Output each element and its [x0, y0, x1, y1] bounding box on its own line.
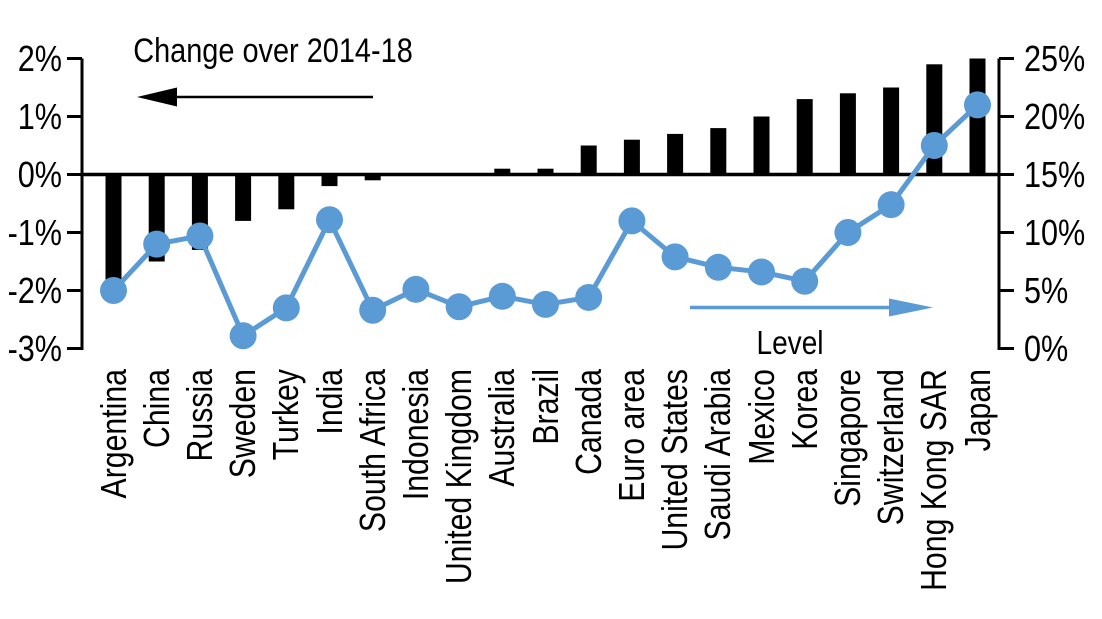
level-point [791, 267, 819, 295]
left-axis-tick-label: 0% [17, 153, 62, 195]
x-axis-category-label: United Kingdom [438, 369, 480, 585]
level-point [272, 294, 300, 322]
x-axis-category-label: Switzerland [870, 369, 912, 526]
level-point [359, 296, 387, 324]
x-axis-category-label: United States [654, 369, 696, 551]
x-axis-category-label: Australia [481, 369, 523, 487]
left-axis-tick-label: -2% [7, 269, 62, 311]
left-axis-tick-label: 2% [17, 37, 62, 79]
level-series-annotation: Level [756, 324, 824, 361]
level-point [575, 283, 603, 311]
x-axis-category-label: South Africa [351, 369, 393, 533]
x-axis-category-label: Japan [956, 369, 998, 452]
right-axis-tick-label: 15% [1024, 153, 1086, 195]
level-point [488, 282, 516, 310]
x-axis-category-label: China [135, 369, 177, 449]
level-point [402, 275, 430, 303]
x-axis-category-label: Argentina [92, 369, 134, 499]
right-axis-tick-label: 25% [1024, 37, 1086, 79]
level-point [316, 206, 343, 234]
change-bar [839, 93, 856, 175]
x-axis-category-label: Saudi Arabia [697, 369, 739, 541]
x-axis-category-label: Mexico [740, 369, 782, 465]
left-axis-tick-label: 1% [17, 95, 62, 137]
level-point [834, 219, 862, 246]
right-axis-tick-label: 5% [1024, 269, 1069, 311]
level-point [704, 253, 732, 281]
level-arrow-head [889, 298, 933, 317]
level-point [100, 277, 127, 304]
level-point [964, 91, 991, 119]
x-axis-category-label: Euro area [610, 369, 652, 502]
change-bar [623, 139, 640, 175]
x-axis-category-label: Canada [567, 369, 609, 475]
change-bar [235, 174, 252, 221]
change-bar [364, 174, 381, 181]
change-arrow-head [137, 87, 177, 107]
level-point [748, 258, 775, 286]
level-point [229, 322, 257, 350]
change-bar [278, 174, 295, 210]
x-axis-category-label: Singapore [826, 369, 868, 507]
change-bar [580, 145, 597, 175]
change-bar [667, 133, 684, 175]
x-axis-category-label: Turkey [265, 369, 307, 461]
level-point [143, 230, 171, 258]
right-axis-tick-label: 10% [1024, 211, 1086, 253]
change-bar [710, 128, 727, 175]
level-point [618, 207, 646, 235]
right-axis-tick-label: 20% [1024, 95, 1086, 137]
level-point [661, 243, 689, 271]
change-bar [494, 168, 511, 175]
x-axis-category-label: Indonesia [394, 369, 436, 501]
level-point [920, 132, 948, 159]
level-point [186, 222, 214, 250]
x-axis-category-label: Hong Kong SAR [913, 369, 955, 591]
level-point [445, 293, 473, 321]
left-axis-tick-label: -3% [7, 327, 62, 369]
change-bar [796, 99, 813, 175]
x-axis-category-label: Brazil [524, 369, 566, 445]
change-bar [105, 174, 122, 291]
x-axis-category-label: India [308, 369, 350, 435]
x-axis-category-label: Russia [178, 369, 220, 462]
change-series-annotation: Change over 2014-18 [133, 32, 413, 70]
x-axis-category-label: Korea [783, 369, 825, 450]
left-axis-tick-label: -1% [7, 211, 62, 253]
change-bar [883, 87, 900, 175]
x-axis-category-label: Sweden [222, 369, 264, 479]
level-point [877, 191, 905, 219]
change-bar [537, 168, 554, 175]
change-bar [753, 116, 770, 175]
level-point [532, 290, 559, 318]
change-bar [321, 174, 338, 187]
right-axis-tick-label: 0% [1024, 327, 1069, 369]
